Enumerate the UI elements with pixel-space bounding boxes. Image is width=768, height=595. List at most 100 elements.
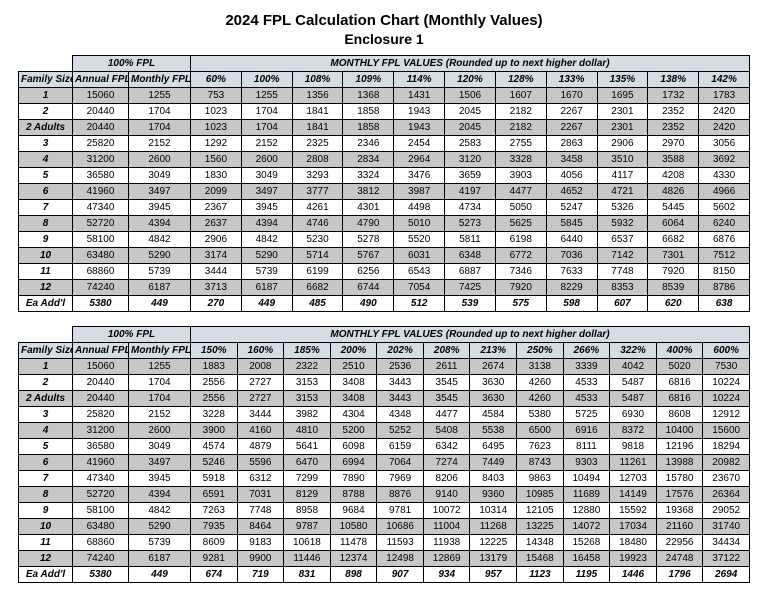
cell: 485 — [292, 296, 343, 312]
cell: 6440 — [546, 232, 597, 248]
cell: 11261 — [610, 455, 657, 471]
cell: 957 — [470, 567, 517, 583]
cell: 8353 — [597, 280, 648, 296]
cell: 753 — [191, 88, 242, 104]
cell: 12869 — [423, 551, 470, 567]
cell: 8206 — [423, 471, 470, 487]
cell: 31200 — [73, 152, 129, 168]
table-row: 2 Adults20440170410231704184118581943204… — [19, 120, 750, 136]
cell: 8372 — [610, 423, 657, 439]
cell: 5739 — [129, 264, 191, 280]
cell: 25820 — [73, 136, 129, 152]
cell: 52720 — [73, 487, 129, 503]
cell: 3497 — [129, 455, 191, 471]
cell: 2352 — [648, 104, 699, 120]
cell: 3713 — [191, 280, 242, 296]
cell: 15268 — [563, 535, 610, 551]
cell: 1292 — [191, 136, 242, 152]
cell: 5290 — [129, 519, 191, 535]
cell: 5247 — [546, 200, 597, 216]
cell: 58100 — [73, 232, 129, 248]
cell: 6240 — [699, 216, 750, 232]
cell: 1704 — [129, 120, 191, 136]
cell: 2600 — [129, 152, 191, 168]
cell: 11478 — [330, 535, 377, 551]
cell: 1023 — [191, 120, 242, 136]
cell: 4966 — [699, 184, 750, 200]
cell: 1830 — [191, 168, 242, 184]
table-row: 2204401704255627273153340834433545363042… — [19, 375, 750, 391]
cell: 9900 — [237, 551, 284, 567]
cell: 449 — [241, 296, 292, 312]
cell: 7425 — [445, 280, 496, 296]
cell: 7449 — [470, 455, 517, 471]
table-row: 9581004842726377488958968497811007210314… — [19, 503, 750, 519]
cell: 5230 — [292, 232, 343, 248]
cell: 41960 — [73, 184, 129, 200]
cell: 1023 — [191, 104, 242, 120]
cell: 5845 — [546, 216, 597, 232]
cell: 15468 — [517, 551, 564, 567]
blank-cell — [19, 56, 73, 72]
cell: 3900 — [191, 423, 238, 439]
cell: 6543 — [394, 264, 445, 280]
cell: 2556 — [191, 391, 238, 407]
cell: 4056 — [546, 168, 597, 184]
col-pct: 185% — [284, 343, 331, 359]
cell: 8788 — [330, 487, 377, 503]
cell: 2301 — [597, 104, 648, 120]
cell: 3692 — [699, 152, 750, 168]
cell: 8608 — [656, 407, 703, 423]
cell: 5010 — [394, 216, 445, 232]
cell: 4304 — [330, 407, 377, 423]
cell: 3174 — [191, 248, 242, 264]
cell: 2611 — [423, 359, 470, 375]
cell: 1858 — [343, 104, 394, 120]
cell: 5326 — [597, 200, 648, 216]
cell: 37122 — [703, 551, 750, 567]
cell: 2099 — [191, 184, 242, 200]
cell: 8464 — [237, 519, 284, 535]
cell: 3812 — [343, 184, 394, 200]
cell: 26364 — [703, 487, 750, 503]
cell: 10686 — [377, 519, 424, 535]
cell: 7969 — [377, 471, 424, 487]
cell: 6930 — [610, 407, 657, 423]
cell: 2182 — [495, 104, 546, 120]
cell: 7530 — [703, 359, 750, 375]
cell: 3982 — [284, 407, 331, 423]
cell: 3458 — [546, 152, 597, 168]
cell: 14072 — [563, 519, 610, 535]
cell: 17576 — [656, 487, 703, 503]
cell: 2301 — [597, 120, 648, 136]
cell: 8403 — [470, 471, 517, 487]
cell: 1883 — [191, 359, 238, 375]
cell: 4394 — [129, 216, 191, 232]
cell: 5739 — [129, 535, 191, 551]
table-row: 4312002600156026002808283429643120332834… — [19, 152, 750, 168]
cell: 7748 — [597, 264, 648, 280]
row-label: 10 — [19, 519, 73, 535]
cell: 4879 — [237, 439, 284, 455]
cell: 2267 — [546, 120, 597, 136]
cell: 10400 — [656, 423, 703, 439]
cell: 4574 — [191, 439, 238, 455]
cell: 2152 — [129, 136, 191, 152]
cell: 8111 — [563, 439, 610, 455]
cell: 5380 — [73, 296, 129, 312]
table-row: 1150601255188320082322251025362611267431… — [19, 359, 750, 375]
cell: 7920 — [648, 264, 699, 280]
cell: 1446 — [610, 567, 657, 583]
cell: 1368 — [343, 88, 394, 104]
cell: 5641 — [284, 439, 331, 455]
cell: 4348 — [377, 407, 424, 423]
cell: 7623 — [517, 439, 564, 455]
col-pct: 200% — [330, 343, 377, 359]
cell: 12703 — [610, 471, 657, 487]
table-row: 3258202152322834443982430443484477458453… — [19, 407, 750, 423]
cell: 6187 — [241, 280, 292, 296]
cell: 8229 — [546, 280, 597, 296]
cell: 2420 — [699, 120, 750, 136]
group-100: 100% FPL — [73, 327, 191, 343]
cell: 19368 — [656, 503, 703, 519]
